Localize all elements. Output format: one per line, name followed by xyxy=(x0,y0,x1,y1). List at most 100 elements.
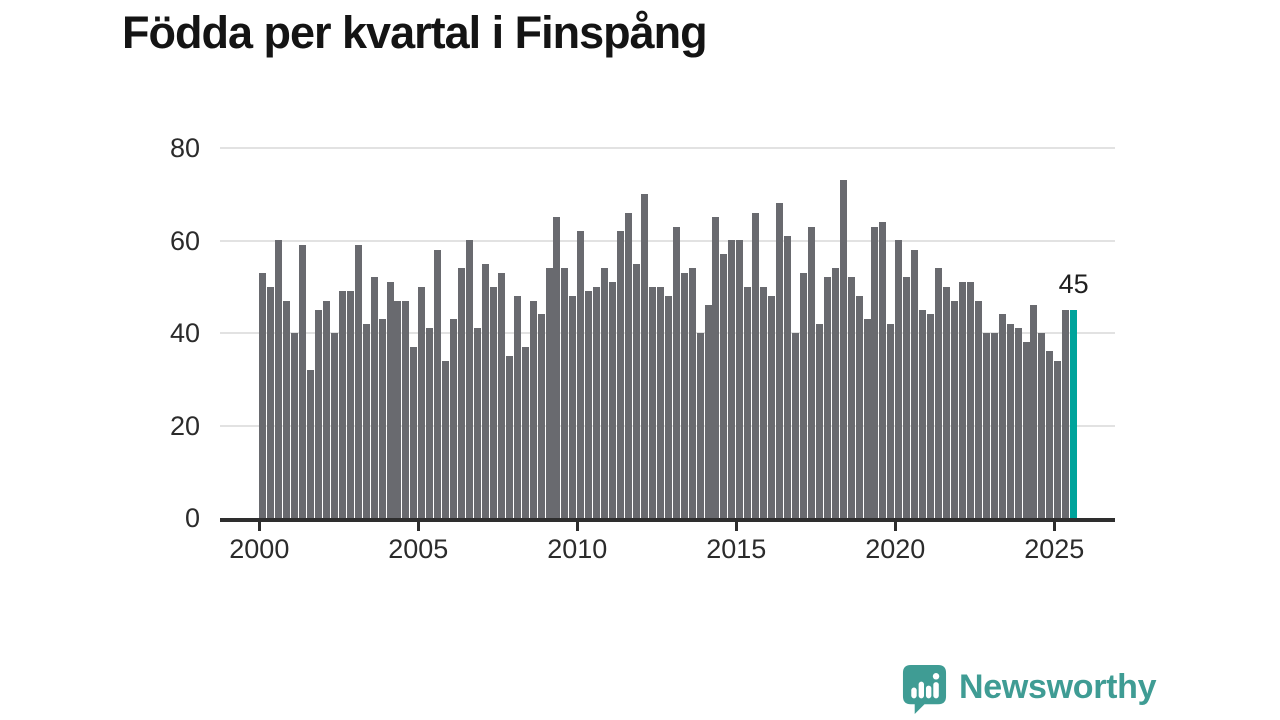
bar-2004Q4 xyxy=(410,347,417,518)
x-tick-label-2025: 2025 xyxy=(1024,534,1085,564)
bar-2017Q4 xyxy=(824,277,831,518)
bar-2008Q2 xyxy=(522,347,529,518)
chart-title: Födda per kvartal i Finspång xyxy=(122,7,708,58)
bar-2020Q2 xyxy=(903,277,910,518)
y-tick-label-20: 20 xyxy=(169,410,200,441)
x-tick-mark-2020 xyxy=(893,522,897,531)
bar-2015Q3 xyxy=(752,213,759,518)
x-tick-label-2010: 2010 xyxy=(547,534,608,564)
bar-2015Q1 xyxy=(736,240,743,518)
bar-2018Q3 xyxy=(848,277,855,518)
bar-2000Q1 xyxy=(259,273,266,518)
bar-2005Q4 xyxy=(442,361,449,518)
x-tick-mark-2015 xyxy=(734,522,738,531)
bar-2017Q3 xyxy=(816,324,823,518)
bar-2003Q4 xyxy=(379,319,386,518)
y-tick-label-0: 0 xyxy=(184,503,200,533)
bar-2010Q4 xyxy=(601,268,608,518)
bar-2017Q2 xyxy=(808,227,815,518)
bar-2008Q4 xyxy=(538,314,545,518)
bar-2000Q3 xyxy=(275,240,282,518)
bar-2020Q4 xyxy=(919,310,926,518)
bar-2018Q1 xyxy=(832,268,839,518)
bar-2019Q1 xyxy=(864,319,871,518)
gridline-60 xyxy=(220,239,1115,242)
bar-2020Q3 xyxy=(911,250,918,518)
bar-2009Q4 xyxy=(569,296,576,518)
x-axis-line xyxy=(220,518,1115,522)
bar-2013Q2 xyxy=(681,273,688,518)
bar-2008Q3 xyxy=(530,301,537,518)
y-tick-label-40: 40 xyxy=(169,318,200,348)
bar-2011Q4 xyxy=(633,264,640,518)
x-tick-label-2005: 2005 xyxy=(388,534,449,564)
bar-2016Q3 xyxy=(784,236,791,518)
bar-2003Q3 xyxy=(371,277,378,518)
bar-2001Q3 xyxy=(307,370,314,518)
bar-2002Q2 xyxy=(331,333,338,518)
bar-2025Q3 xyxy=(1070,310,1077,518)
bar-2005Q2 xyxy=(426,328,433,518)
bar-2022Q2 xyxy=(967,282,974,518)
bar-2002Q1 xyxy=(323,301,330,518)
bar-2010Q1 xyxy=(577,231,584,518)
plot-area: 0 20 40 60 80 2000 2005 2010 2015 2020 2025 45 xyxy=(170,133,1115,564)
bar-2006Q2 xyxy=(458,268,465,518)
bar-2010Q2 xyxy=(585,291,592,518)
bar-2012Q1 xyxy=(641,194,648,518)
bar-2019Q3 xyxy=(879,222,886,518)
bar-2006Q1 xyxy=(450,319,457,518)
bar-2024Q3 xyxy=(1038,333,1045,518)
bar-2022Q1 xyxy=(959,282,966,518)
bar-2021Q1 xyxy=(927,314,934,518)
bar-2007Q4 xyxy=(506,356,513,518)
bar-2000Q2 xyxy=(267,287,274,518)
bar-2012Q2 xyxy=(649,287,656,518)
bar-2019Q4 xyxy=(887,324,894,518)
bar-2007Q2 xyxy=(490,287,497,518)
bar-2016Q4 xyxy=(792,333,799,518)
bar-2022Q4 xyxy=(983,333,990,518)
bar-2024Q1 xyxy=(1023,342,1030,518)
bar-2015Q4 xyxy=(760,287,767,518)
gridline-80 xyxy=(220,147,1115,149)
bar-2011Q2 xyxy=(617,231,624,518)
highlight-value-label: 45 xyxy=(1058,268,1089,299)
x-tick-label-2020: 2020 xyxy=(865,534,926,564)
bar-2006Q4 xyxy=(474,328,481,518)
bar-2020Q1 xyxy=(895,240,902,518)
bar-2015Q2 xyxy=(744,287,751,518)
x-tick-label-2000: 2000 xyxy=(229,534,290,564)
bar-2004Q1 xyxy=(387,282,394,518)
x-tick-mark-2000 xyxy=(257,522,261,531)
bar-2001Q1 xyxy=(291,333,298,518)
bar-2009Q1 xyxy=(546,268,553,518)
bar-2011Q1 xyxy=(609,282,616,518)
bar-2013Q4 xyxy=(697,333,704,518)
bar-2021Q2 xyxy=(935,268,942,518)
bar-2005Q3 xyxy=(434,250,441,518)
bar-2024Q2 xyxy=(1030,305,1037,518)
y-tick-label-80: 80 xyxy=(169,133,200,163)
bar-2018Q2 xyxy=(840,180,847,518)
bar-2001Q4 xyxy=(315,310,322,518)
bar-2023Q2 xyxy=(999,314,1006,518)
x-tick-mark-2005 xyxy=(416,522,420,531)
bar-2022Q3 xyxy=(975,301,982,518)
bar-2023Q3 xyxy=(1007,324,1014,518)
bar-2003Q2 xyxy=(363,324,370,518)
bar-2016Q2 xyxy=(776,203,783,518)
bar-2004Q3 xyxy=(402,301,409,518)
bar-2007Q3 xyxy=(498,273,505,518)
bar-2018Q4 xyxy=(856,296,863,518)
newsworthy-logo: Newsworthy xyxy=(901,663,1157,716)
bar-2014Q3 xyxy=(720,254,727,518)
bar-2010Q3 xyxy=(593,287,600,518)
bar-2004Q2 xyxy=(394,301,401,518)
bar-2003Q1 xyxy=(355,245,362,518)
bar-2002Q4 xyxy=(347,291,354,518)
x-tick-label-2015: 2015 xyxy=(706,534,767,564)
bar-2009Q3 xyxy=(561,268,568,518)
bar-2017Q1 xyxy=(800,273,807,518)
bar-2001Q2 xyxy=(299,245,306,518)
